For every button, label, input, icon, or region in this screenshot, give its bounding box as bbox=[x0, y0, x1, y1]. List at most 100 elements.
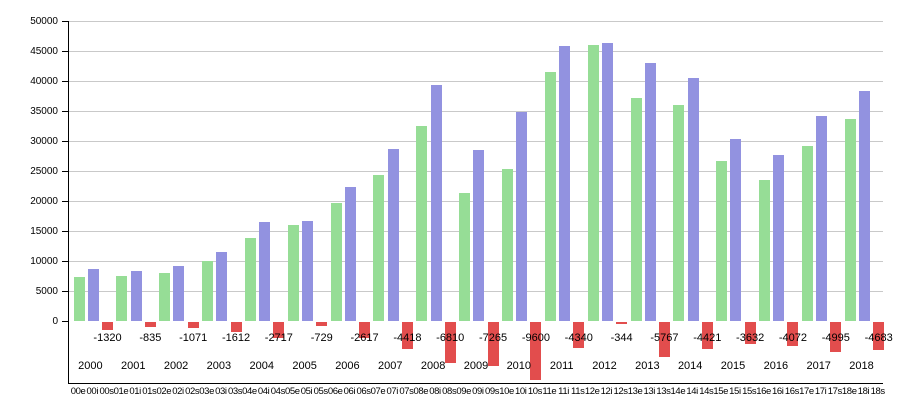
year-label: 2008 bbox=[420, 360, 446, 372]
bar-e-2007 bbox=[373, 175, 385, 321]
bar-tick-label: 10i bbox=[514, 386, 527, 397]
bar-e-2003 bbox=[202, 261, 214, 321]
bar-tick-label: 16i bbox=[772, 386, 784, 397]
y-axis-label: 10000 bbox=[30, 256, 58, 267]
bar-tick-label: 05i bbox=[300, 386, 313, 397]
bar-e-2016 bbox=[759, 179, 771, 321]
bar-s-2009 bbox=[487, 322, 499, 366]
y-axis-label: 30000 bbox=[30, 136, 58, 147]
bar-s-2013 bbox=[658, 322, 670, 357]
bar-s-2000 bbox=[102, 322, 113, 330]
bar-i-2014 bbox=[687, 77, 699, 321]
bar-i-2002 bbox=[173, 266, 185, 321]
y-axis-tick-40000 bbox=[62, 81, 68, 82]
bar-tick-label: 16e bbox=[756, 386, 771, 397]
year-label: 2012 bbox=[592, 360, 617, 372]
bar-tick-label: 04i bbox=[257, 386, 270, 397]
balance-value-label: -4418 bbox=[393, 332, 422, 344]
year-label: 2006 bbox=[335, 360, 360, 372]
bar-tick-label: 02i bbox=[172, 386, 184, 397]
bar-tick-label: 17i bbox=[814, 386, 827, 397]
bar-i-2008 bbox=[430, 84, 442, 321]
bar-tick-label: 00i bbox=[86, 386, 99, 397]
y-axis-tick-10000 bbox=[62, 261, 68, 262]
bar-s-2001 bbox=[144, 322, 156, 327]
year-label: 2014 bbox=[677, 360, 703, 372]
gridline-30000 bbox=[69, 141, 883, 142]
balance-value-label: -5767 bbox=[650, 332, 679, 344]
bar-i-2013 bbox=[644, 63, 656, 321]
y-axis-tick-50000 bbox=[62, 21, 68, 22]
bar-i-2005 bbox=[302, 220, 313, 321]
bar-tick-label: 18e bbox=[841, 386, 857, 397]
bar-e-2004 bbox=[244, 238, 256, 321]
bar-e-2011 bbox=[544, 72, 556, 321]
bar-i-2018 bbox=[858, 90, 870, 321]
bar-tick-label: 11i bbox=[558, 386, 569, 397]
y-axis-label: 35000 bbox=[30, 106, 58, 117]
bar-tick-label: 15e bbox=[713, 386, 729, 397]
bar-tick-label: 10e bbox=[499, 386, 514, 397]
bar-tick-label: 10s bbox=[527, 386, 543, 397]
year-label: 2005 bbox=[292, 360, 317, 372]
bar-tick-label: 11e bbox=[542, 386, 557, 397]
balance-value-label: -1320 bbox=[93, 332, 122, 344]
bar-s-2017 bbox=[830, 322, 842, 352]
y-axis-label: 0 bbox=[52, 316, 58, 327]
bar-tick-label: 18i bbox=[857, 386, 870, 397]
bar-tick-label: 14e bbox=[670, 386, 686, 397]
bar-e-2018 bbox=[844, 118, 856, 321]
bar-i-2011 bbox=[559, 46, 571, 321]
bar-i-2012 bbox=[601, 42, 613, 321]
y-axis-tick-0 bbox=[62, 321, 68, 322]
balance-value-label: -6810 bbox=[436, 332, 465, 344]
balance-value-label: -3632 bbox=[736, 332, 765, 344]
bar-tick-label: 15i bbox=[729, 386, 741, 397]
year-label: 2003 bbox=[206, 360, 232, 372]
bar-s-2015 bbox=[744, 322, 756, 344]
bar-tick-label: 17e bbox=[799, 386, 814, 397]
bar-tick-label: 14i bbox=[686, 386, 698, 397]
balance-value-label: -4421 bbox=[693, 332, 722, 344]
y-axis-tick-15000 bbox=[62, 231, 68, 232]
bar-s-2012 bbox=[616, 322, 628, 325]
year-label: 2016 bbox=[763, 360, 789, 372]
gridline-35000 bbox=[69, 111, 883, 112]
bar-tick-label: 09i bbox=[472, 386, 484, 397]
bar-tick-label: 14s bbox=[699, 386, 714, 397]
bar-tick-label: 01s bbox=[142, 386, 157, 397]
bar-s-2011 bbox=[573, 322, 585, 349]
bar-tick-label: 04s bbox=[270, 386, 286, 397]
bar-s-2008 bbox=[444, 322, 456, 363]
balance-value-label: -729 bbox=[310, 332, 333, 344]
bar-i-2016 bbox=[773, 155, 785, 321]
balance-value-label: -1071 bbox=[179, 332, 208, 344]
y-axis-label: 5000 bbox=[35, 286, 58, 297]
bar-e-2012 bbox=[587, 44, 599, 321]
bar-tick-label: 06e bbox=[327, 386, 343, 397]
plot-area: -1320 2000 -835 2001 -1071 2002 -1612 2003 -2717… bbox=[68, 21, 893, 384]
y-axis-tick-45000 bbox=[62, 51, 68, 52]
bar-tick-label: 16s bbox=[784, 386, 800, 397]
y-axis-tick-25000 bbox=[62, 171, 68, 172]
bar-tick-label: 17s bbox=[827, 386, 843, 397]
balance-value-label: -1612 bbox=[221, 332, 251, 344]
bar-tick-label: 00e bbox=[70, 386, 86, 397]
bar-s-2010 bbox=[530, 322, 542, 380]
year-label: 2001 bbox=[120, 360, 146, 372]
year-label: 2011 bbox=[549, 360, 574, 372]
bar-tick-label: 08s bbox=[442, 386, 457, 397]
year-label: 2010 bbox=[506, 360, 532, 372]
y-axis-label: 40000 bbox=[30, 76, 58, 87]
bar-e-2000 bbox=[73, 277, 85, 321]
bar-e-2015 bbox=[716, 161, 728, 321]
bar-tick-label: 06s bbox=[356, 386, 371, 397]
year-label: 2007 bbox=[378, 360, 403, 372]
bar-e-2009 bbox=[459, 193, 471, 321]
y-axis-label: 45000 bbox=[30, 46, 58, 57]
bar-tick-label: 13e bbox=[627, 386, 643, 397]
y-axis-tick-5000 bbox=[62, 291, 68, 292]
bar-i-2009 bbox=[473, 149, 485, 321]
year-label: 2013 bbox=[635, 360, 660, 372]
bar-tick-label: 01i bbox=[129, 386, 141, 397]
